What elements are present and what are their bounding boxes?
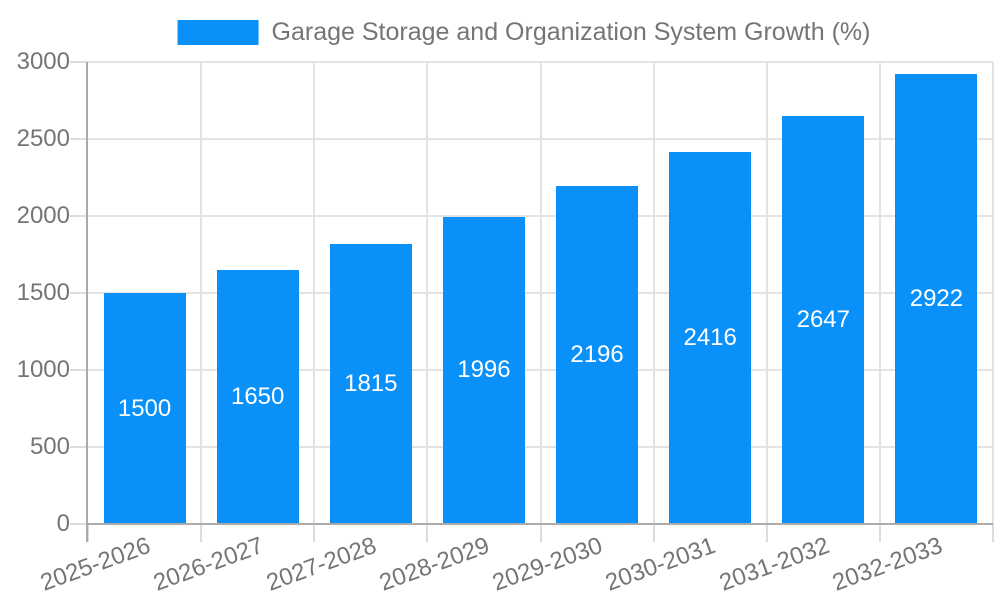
bar	[216, 269, 299, 524]
bar-value-label: 1815	[344, 370, 398, 398]
x-axis-tick	[992, 524, 994, 542]
y-tick-label: 1000	[16, 356, 70, 383]
bar-value-label: 2196	[570, 340, 624, 368]
y-axis-tick	[70, 292, 88, 294]
x-tick-label: 2028-2029	[376, 532, 494, 597]
x-tick-label: 2025-2026	[36, 532, 154, 597]
x-tick-label: 2031-2032	[715, 532, 833, 597]
bar	[329, 244, 412, 524]
x-axis-tick	[87, 524, 89, 542]
x-axis-tick	[426, 524, 429, 542]
y-tick-label: 0	[56, 510, 70, 537]
y-axis-tick	[70, 138, 88, 140]
gridline-vertical	[313, 62, 316, 524]
y-axis-tick	[70, 369, 88, 371]
y-tick-label: 3000	[16, 48, 70, 75]
legend-label: Garage Storage and Organization System G…	[271, 18, 871, 46]
x-axis-tick	[539, 524, 542, 542]
y-axis-tick	[70, 446, 88, 448]
gridline-vertical	[878, 62, 881, 524]
x-tick-label: 2026-2027	[149, 532, 267, 597]
x-axis-tick	[878, 524, 881, 542]
x-axis-line	[86, 523, 993, 525]
chart-legend: Garage Storage and Organization System G…	[177, 17, 871, 47]
y-tick-label: 1500	[16, 279, 70, 306]
bar-value-label: 2416	[683, 323, 737, 351]
x-axis-tick	[652, 524, 655, 542]
x-axis-tick	[765, 524, 768, 542]
legend-swatch-icon	[177, 19, 259, 45]
x-axis-tick	[313, 524, 316, 542]
bar-value-label: 1650	[230, 382, 285, 410]
bar-value-label: 2922	[909, 285, 964, 312]
bar-value-label: 1996	[457, 356, 511, 384]
x-axis-tick	[200, 524, 203, 542]
bar	[103, 293, 186, 524]
gridline-vertical	[539, 62, 542, 524]
y-tick-label: 2000	[16, 202, 70, 229]
gridline-vertical	[992, 62, 994, 524]
bar-value-label: 2647	[796, 306, 850, 334]
gridline-vertical	[200, 62, 203, 524]
y-axis-tick	[70, 215, 88, 217]
x-tick-label: 2032-2033	[828, 532, 946, 597]
gridline-vertical	[426, 62, 429, 524]
bar	[669, 151, 752, 524]
gridline-vertical	[652, 62, 655, 524]
x-tick-label: 2030-2031	[602, 532, 720, 597]
gridline-vertical	[765, 62, 768, 524]
y-axis-tick	[70, 61, 88, 63]
y-axis-tick	[70, 523, 88, 525]
y-tick-label: 2500	[16, 125, 70, 152]
y-axis-line	[86, 62, 88, 542]
bar-value-label: 1500	[117, 394, 172, 422]
bar	[782, 116, 865, 524]
bar	[556, 185, 639, 524]
y-tick-label: 500	[29, 433, 70, 460]
x-tick-label: 2029-2030	[489, 532, 607, 597]
bar	[895, 74, 978, 524]
bar	[442, 216, 525, 524]
x-tick-label: 2027-2028	[262, 532, 381, 597]
